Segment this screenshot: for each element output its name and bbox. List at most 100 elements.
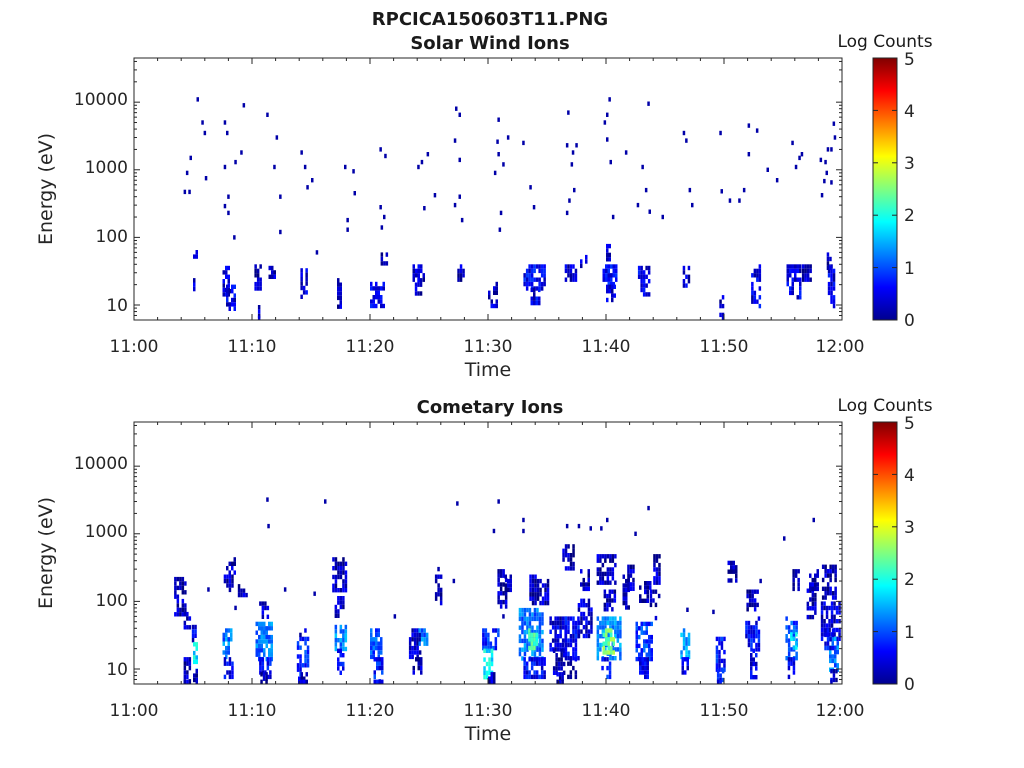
cometary-count-cell xyxy=(413,641,417,646)
solar-wind-count-cell xyxy=(300,277,303,282)
cometary-count-cell xyxy=(539,592,542,597)
solar-wind-count-cell xyxy=(226,302,229,307)
solar-wind-count-cell xyxy=(415,268,418,274)
solar-wind-count-cell xyxy=(607,273,610,278)
cometary-count-cell xyxy=(833,614,836,619)
solar-wind-count-cell xyxy=(530,296,533,301)
cometary-count-cell xyxy=(646,665,649,671)
cometary-count-cell xyxy=(523,657,526,662)
cometary-count-cell xyxy=(795,620,798,626)
solar-wind-count-cell xyxy=(375,303,378,309)
cometary-count-cell xyxy=(259,601,262,606)
cometary-count-cell xyxy=(533,670,536,675)
cometary-count-cell xyxy=(795,651,798,656)
cometary-count-cell xyxy=(752,661,755,667)
cometary-count-cell xyxy=(748,589,752,594)
cometary-count-cell xyxy=(572,566,575,571)
cometary-count-cell xyxy=(755,661,758,667)
cometary-count-cell xyxy=(823,605,826,611)
solar-wind-count-cell xyxy=(377,295,380,300)
solar-wind-count-cell xyxy=(832,121,836,126)
solar-wind-count-cell xyxy=(751,299,754,304)
cometary-count-cell xyxy=(820,627,824,633)
cometary-count-cell xyxy=(437,566,440,572)
solar-wind-count-cell xyxy=(615,264,618,269)
cometary-count-cell xyxy=(718,663,721,668)
cometary-count-cell xyxy=(541,583,545,588)
cometary-count-cell xyxy=(596,651,600,656)
cometary-count-cell xyxy=(792,657,796,662)
cometary-count-cell xyxy=(745,620,748,626)
solar-wind-count-cell xyxy=(538,281,541,287)
cometary-count-cell xyxy=(787,657,791,662)
solar-wind-count-cell xyxy=(344,164,347,170)
cometary-count-cell xyxy=(820,619,824,624)
solar-wind-count-cell xyxy=(346,227,349,232)
cometary-count-cell xyxy=(643,648,646,653)
solar-wind-count-cell xyxy=(568,198,571,203)
cometary-count-cell xyxy=(193,655,196,660)
cometary-count-cell xyxy=(300,679,303,684)
cometary-count-cell xyxy=(529,592,532,597)
solar-wind-count-cell xyxy=(804,277,807,282)
cometary-count-cell xyxy=(543,657,546,662)
cometary-count-cell xyxy=(824,573,827,578)
cometary-count-cell xyxy=(732,560,735,566)
cometary-count-cell xyxy=(268,652,271,657)
cometary-count-cell xyxy=(655,558,659,563)
solar-wind-count-cell xyxy=(493,170,497,176)
cometary-count-cell xyxy=(261,665,265,671)
cometary-count-cell xyxy=(627,582,630,587)
cometary-count-cell xyxy=(418,632,422,638)
solar-wind-count-cell xyxy=(789,273,792,278)
cometary-count-cell xyxy=(231,674,234,680)
cometary-count-cell xyxy=(296,645,300,650)
cometary-count-cell xyxy=(641,657,644,662)
solar-wind-count-cell xyxy=(495,281,498,287)
cometary-count-cell xyxy=(225,645,228,651)
solar-wind-count-cell xyxy=(222,287,225,293)
cometary-count-cell xyxy=(237,588,241,593)
cometary-count-cell xyxy=(538,638,542,644)
cometary-count-cell xyxy=(188,616,192,621)
cometary-count-cell xyxy=(599,567,602,572)
solar-wind-count-cell xyxy=(188,189,191,195)
cometary-count-cell xyxy=(587,577,590,583)
cometary-count-cell xyxy=(606,598,609,603)
cometary-count-cell xyxy=(562,553,565,558)
cometary-count-cell xyxy=(823,619,826,624)
cometary-count-cell xyxy=(569,557,573,562)
cometary-count-cell xyxy=(342,561,345,566)
cometary-count-cell xyxy=(608,670,612,675)
cometary-count-cell xyxy=(521,625,524,630)
cometary-count-cell xyxy=(523,638,527,644)
cometary-count-cell xyxy=(614,647,617,652)
cometary-count-cell xyxy=(619,647,622,652)
cometary-count-cell xyxy=(797,569,800,574)
cometary-count-cell xyxy=(755,666,758,671)
cometary-count-cell xyxy=(587,629,591,634)
cometary-count-cell xyxy=(303,679,306,684)
solar-wind-count-cell xyxy=(493,290,496,295)
cometary-count-cell xyxy=(580,629,583,634)
cometary-count-cell xyxy=(832,669,836,674)
cometary-count-cell xyxy=(685,650,688,655)
solar-wind-count-cell xyxy=(611,284,614,289)
cometary-count-cell xyxy=(811,597,815,602)
cometary-count-cell xyxy=(585,629,588,634)
cometary-count-cell xyxy=(644,581,647,586)
cometary-count-cell xyxy=(554,642,557,648)
cometary-count-cell xyxy=(334,633,338,638)
cometary-count-cell xyxy=(614,620,617,626)
solar-wind-xlabel: Time xyxy=(464,359,512,381)
cometary-count-cell xyxy=(434,574,438,579)
cometary-count-cell xyxy=(186,625,189,630)
cometary-count-cell xyxy=(792,582,795,587)
cometary-count-cell xyxy=(596,625,600,630)
cometary-count-cell xyxy=(649,589,653,594)
solar-wind-count-cell xyxy=(533,292,536,297)
solar-wind-count-cell xyxy=(775,178,779,183)
cometary-count-cell xyxy=(260,630,263,635)
solar-wind-count-cell xyxy=(535,300,538,306)
cometary-count-cell xyxy=(342,583,345,588)
